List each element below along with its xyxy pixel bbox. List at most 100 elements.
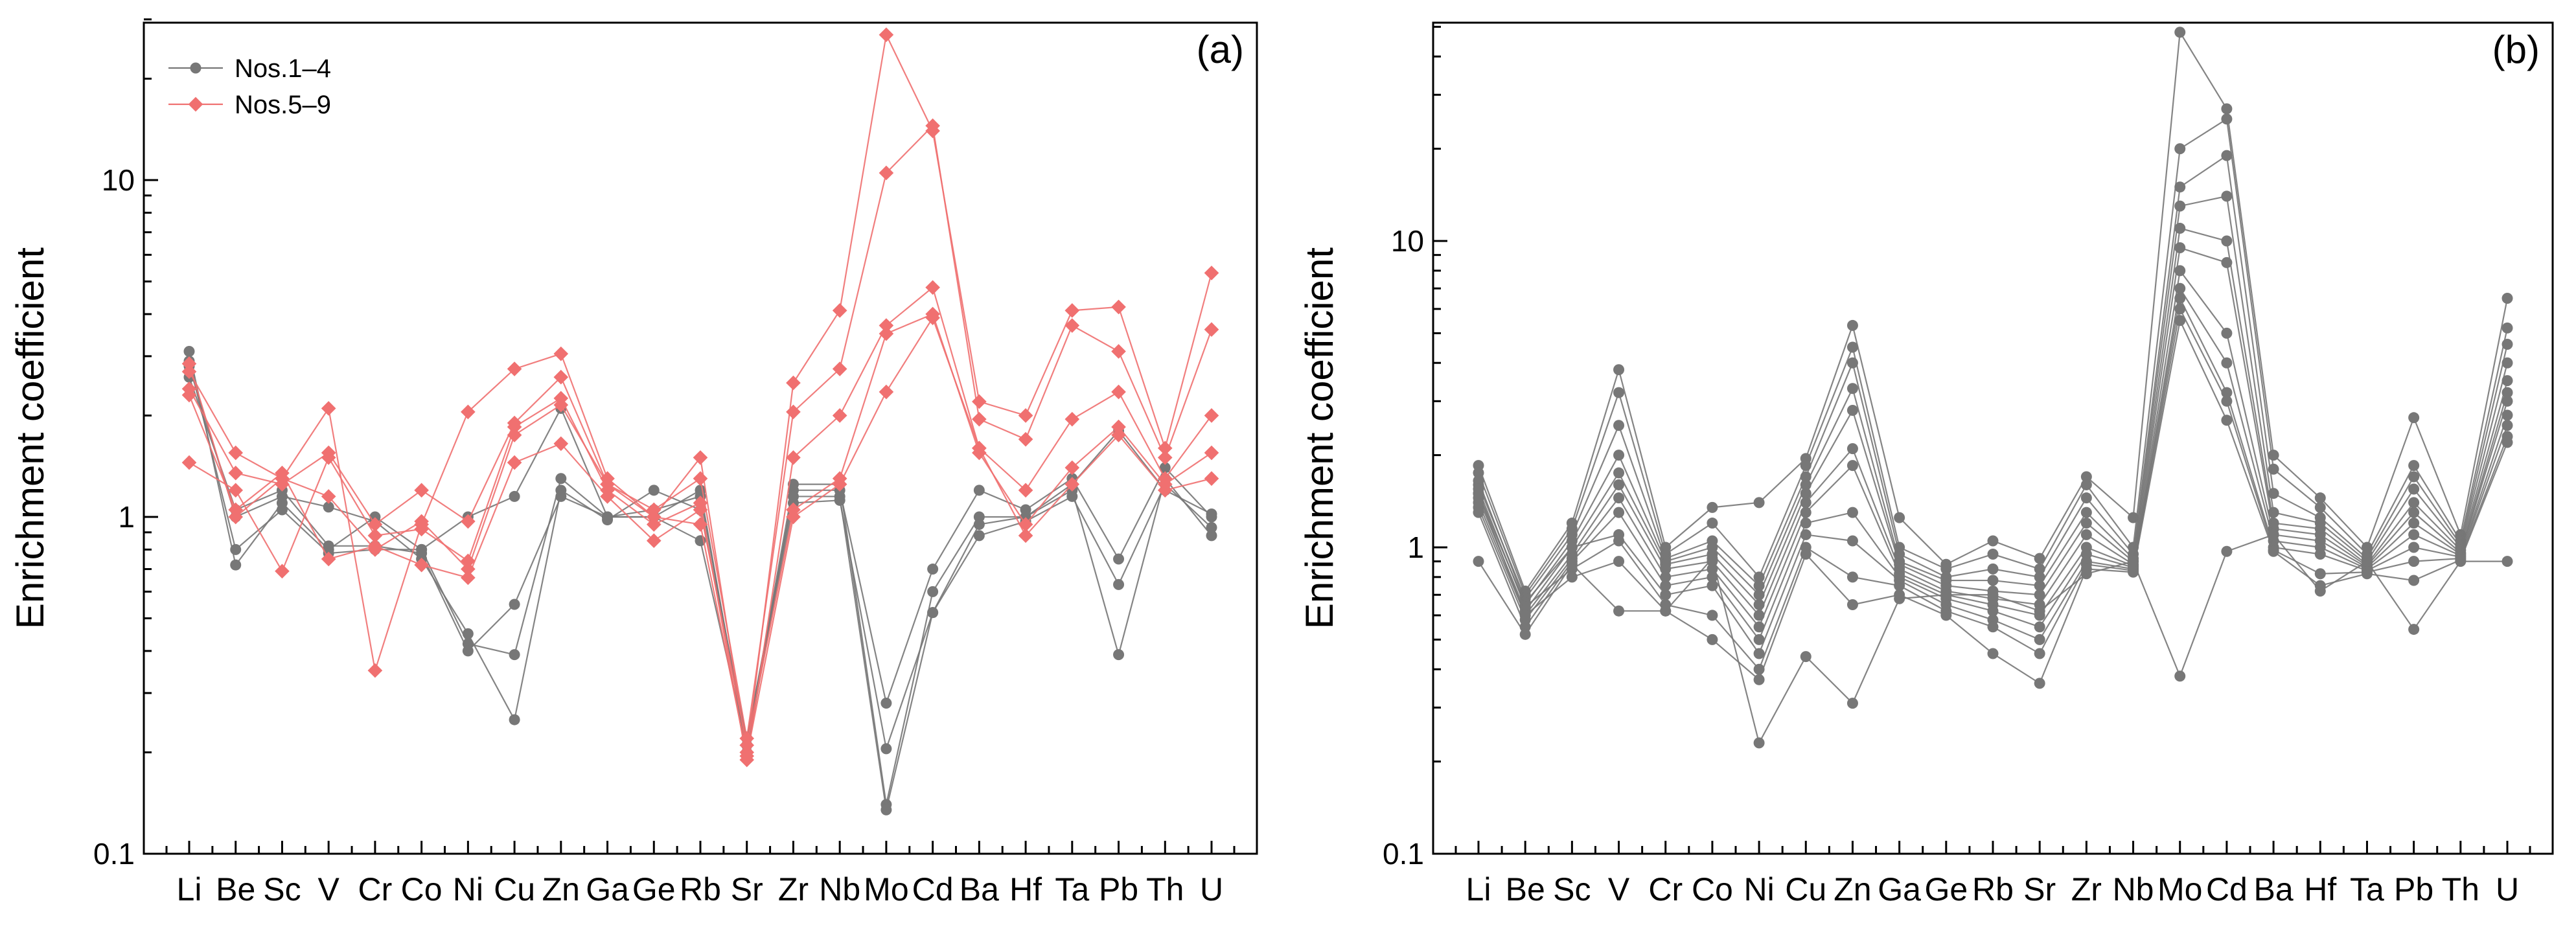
data-point [1800, 651, 1811, 663]
y-tick-label: 10 [102, 163, 135, 197]
data-point [323, 540, 334, 552]
data-point [1018, 431, 1033, 447]
data-point [553, 397, 569, 413]
data-point [1018, 408, 1033, 423]
data-point [321, 401, 336, 416]
x-tick-label: Co [401, 871, 443, 908]
data-point [2501, 339, 2513, 350]
data-point [786, 509, 801, 525]
data-point [2034, 589, 2045, 600]
data-point [2361, 556, 2373, 567]
data-point [1064, 460, 1080, 475]
data-point [2501, 292, 2513, 304]
data-point [461, 562, 476, 577]
data-point [1613, 507, 1625, 518]
data-point [2080, 492, 2092, 504]
x-tick-label: Nb [2113, 871, 2154, 908]
data-point [927, 607, 939, 619]
data-point [2174, 181, 2186, 193]
data-point [2174, 303, 2186, 315]
data-point [972, 394, 987, 409]
series-line [188, 376, 1212, 752]
x-tick-label: Nb [819, 871, 860, 908]
x-tick-label: Ni [453, 871, 483, 908]
data-point [228, 445, 244, 461]
y-axis-title: Enrichment coefficient [8, 247, 52, 630]
data-point [973, 485, 985, 496]
data-point [507, 428, 522, 442]
data-point [646, 533, 661, 549]
data-point [1846, 357, 1858, 369]
x-tick-label: U [2496, 871, 2519, 908]
data-point [321, 450, 336, 465]
data-point [1800, 529, 1811, 540]
data-point [1111, 428, 1126, 442]
data-point [832, 408, 847, 423]
data-point [367, 542, 383, 557]
data-point [2221, 545, 2233, 557]
data-point [2080, 471, 2092, 483]
data-point [1206, 530, 1217, 542]
data-point [2034, 648, 2045, 659]
data-point [461, 514, 476, 529]
x-tick-label: Be [216, 871, 255, 908]
data-point [1113, 649, 1125, 661]
data-point [181, 455, 197, 470]
x-tick-label: Zr [2071, 871, 2102, 908]
data-point [414, 557, 429, 573]
data-point [1753, 737, 1765, 749]
chart-panel-a: 0.1 1 10 Enrichment coefficient Li Be Sc V Cr Co N… [8, 18, 1258, 908]
data-point [2221, 113, 2233, 125]
data-point [1613, 535, 1625, 547]
data-point [2408, 575, 2420, 586]
data-point [1566, 542, 1578, 553]
data-point [2221, 357, 2233, 369]
x-tick-label: U [1200, 871, 1223, 908]
y-tick-label: 1 [1407, 531, 1424, 564]
data-point [1206, 521, 1217, 533]
data-point [2080, 518, 2092, 529]
data-point [2408, 529, 2420, 540]
data-point [1473, 467, 1484, 479]
data-point [1846, 404, 1858, 416]
data-point [1519, 610, 1531, 621]
series-1 [1473, 27, 2513, 597]
plot-frame [143, 21, 1258, 855]
data-point [1987, 605, 1999, 617]
series-9 [1473, 292, 2513, 659]
series-9 [181, 310, 1219, 764]
data-point [646, 517, 661, 532]
data-point [1940, 610, 1952, 621]
data-point [1018, 528, 1033, 543]
data-point [693, 502, 708, 518]
data-point [461, 570, 476, 586]
data-point [509, 649, 520, 661]
x-tick-label: Sc [1553, 871, 1591, 908]
x-tick-label: V [1608, 871, 1630, 908]
data-point [2034, 634, 2045, 645]
data-point [1846, 599, 1858, 610]
x-tick-label: Ta [2350, 871, 2384, 908]
x-tick-label: Pb [2394, 871, 2433, 908]
x-tick-label: Sr [731, 871, 763, 908]
data-point [1846, 535, 1858, 547]
data-point [414, 483, 429, 498]
data-point [2455, 556, 2467, 567]
data-point [1753, 497, 1765, 508]
data-point [927, 586, 939, 597]
data-point [1064, 477, 1080, 492]
data-point [879, 318, 894, 333]
data-point [2174, 265, 2186, 277]
data-point [1204, 266, 1219, 280]
data-point [1987, 621, 1999, 633]
data-point [2268, 529, 2279, 540]
data-point [321, 489, 336, 504]
data-point [228, 509, 244, 525]
data-point [2221, 190, 2233, 202]
data-point [2221, 235, 2233, 247]
legend-label: Nos.1–4 [235, 54, 331, 83]
data-point [1846, 341, 1858, 353]
data-point [1204, 471, 1219, 486]
data-point [972, 440, 987, 456]
